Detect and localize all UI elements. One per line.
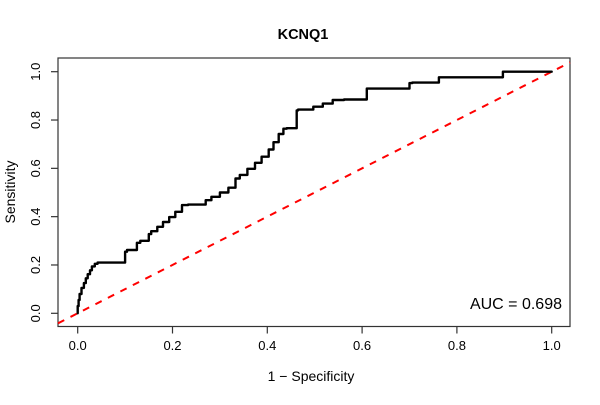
y-axis: 0.0 0.2 0.4 0.6 0.8 1.0: [28, 63, 58, 322]
y-tick-label: 0.2: [28, 256, 43, 274]
x-axis-title: 1 − Specificity: [268, 368, 355, 384]
x-tick-label: 0.0: [69, 338, 87, 353]
y-tick-label: 0.8: [28, 111, 43, 129]
y-tick-label: 1.0: [28, 63, 43, 81]
chance-diagonal-line: [57, 61, 571, 325]
y-tick-label: 0.6: [28, 159, 43, 177]
x-tick-label: 0.8: [448, 338, 466, 353]
x-tick-label: 0.6: [353, 338, 371, 353]
roc-curve-line: [76, 70, 553, 315]
y-tick-label: 0.4: [28, 208, 43, 226]
x-tick-label: 0.2: [163, 338, 181, 353]
y-axis-title: Sensitivity: [2, 160, 18, 223]
plot-border-box: [57, 57, 571, 328]
x-tick-label: 1.0: [543, 338, 561, 353]
x-tick-label: 0.4: [258, 338, 276, 353]
y-tick-label: 0.0: [28, 304, 43, 322]
auc-annotation: AUC = 0.698: [470, 296, 562, 313]
x-axis: 0.0 0.2 0.4 0.6 0.8 1.0: [69, 326, 561, 353]
chart-title: KCNQ1: [278, 27, 329, 43]
